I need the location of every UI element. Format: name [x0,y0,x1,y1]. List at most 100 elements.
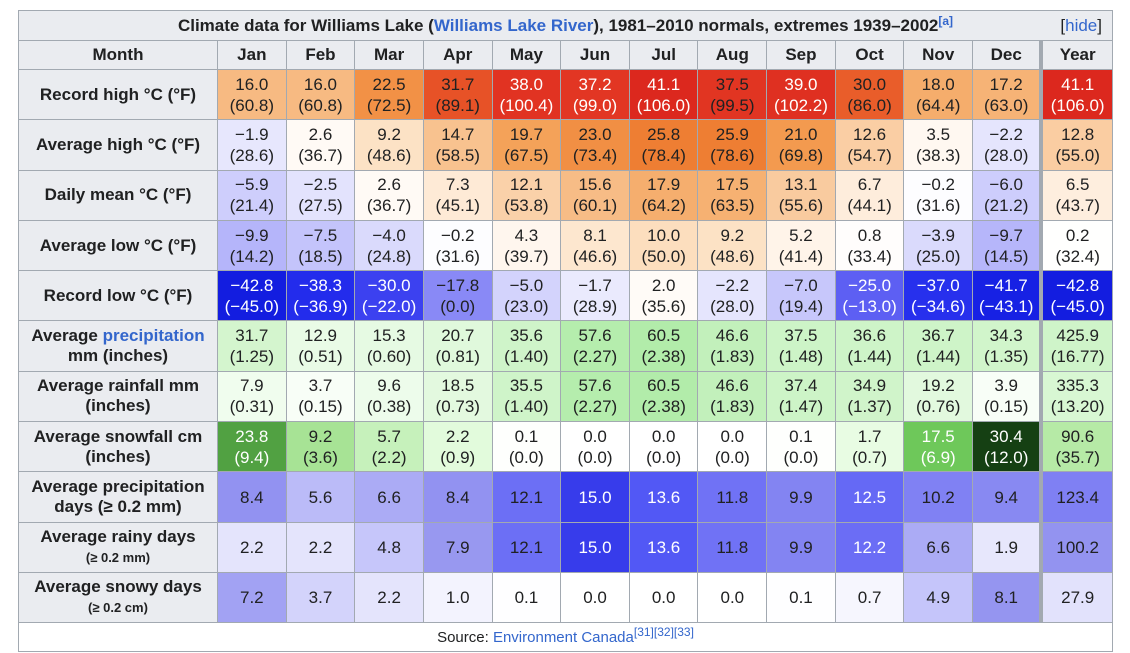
cell-may: 12.1 [491,471,562,523]
month-sep: Sep [766,40,836,70]
value-f: (2.38) [641,397,686,417]
value-c: 1.9 [994,537,1018,557]
value-f: (28.6) [229,145,275,165]
value-c: 100.2 [1056,537,1099,557]
value-c: −1.7 [578,275,612,295]
value-f: (0.0) [577,447,613,467]
cell-jul: 0.0 (0.0) [628,421,699,473]
value-f: (28.0) [983,145,1029,165]
value-c: 0.1 [514,426,539,446]
value-c: 3.5 [926,124,951,144]
cell-dec: 17.2 (63.0) [972,68,1042,121]
value-f: (32.4) [1055,246,1100,266]
value-c: 0.8 [857,225,882,245]
cell-mar: 2.2 [354,571,424,624]
value-f: (14.2) [229,246,275,266]
value-c: 23.8 [235,426,269,446]
value-c: 8.4 [445,487,470,507]
source-label: Source: [437,628,493,646]
value-c: 5.2 [789,225,813,245]
cell-jun: 0.0 (0.0) [560,421,630,473]
table-caption: Climate data for Williams Lake (Williams… [18,10,1113,41]
value-c: 60.5 [647,326,681,346]
cell-jan: −5.9 (21.4) [217,169,287,221]
value-f: (58.5) [435,145,480,165]
value-c: 0.0 [583,426,607,446]
cell-jun: 23.0 (73.4) [560,119,630,171]
note-a-link[interactable]: [a] [938,13,954,28]
cell-jun: 8.1 (46.6) [560,219,630,272]
cell-jan: −9.9 (14.2) [217,219,287,272]
cell-dec: 9.4 [972,471,1042,523]
value-c: 13.6 [647,537,681,557]
value-c: 37.4 [784,376,818,396]
value-c: 25.8 [647,124,681,144]
value-f: (1.40) [504,347,549,367]
value-c: 0.0 [651,588,676,608]
month-year: Year [1039,40,1114,70]
month-may: May [491,40,562,70]
value-c: −9.7 [989,225,1023,245]
value-c: 46.6 [715,376,749,396]
cell-dec: −2.2 (28.0) [972,119,1042,171]
cell-feb: 2.2 [285,521,356,573]
value-f: (48.6) [710,246,755,266]
value-c: 0.1 [514,588,539,608]
hide-link[interactable]: hide [1065,16,1098,35]
value-f: (78.6) [710,145,755,165]
cell-jul: 17.9 (64.2) [628,169,699,221]
value-c: 9.2 [308,426,333,446]
cell-year: 335.3 (13.20) [1039,370,1114,423]
value-f: (99.5) [710,95,755,115]
value-c: 0.2 [1065,225,1090,245]
cell-aug: 11.8 [697,521,768,573]
row-label: Average precipitation days (≥ 0.2 mm) [18,471,218,523]
value-c: 17.5 [715,175,749,195]
value-c: −7.5 [303,225,338,245]
value-c: 9.2 [377,124,401,144]
value-c: 14.7 [441,124,475,144]
value-f: (38.3) [916,145,961,165]
value-c: −30.0 [367,275,411,295]
table-row: Average snowfall cm (inches) 23.8 (9.4) 9.2(… [18,421,1114,473]
value-c: 37.2 [578,74,612,94]
value-c: 12.1 [509,175,543,195]
value-c: 4.8 [377,537,401,557]
cell-nov: 18.0 (64.4) [903,68,974,121]
cell-jan: −1.9 (28.6) [217,119,287,171]
cell-aug: 11.8 [697,471,768,523]
williams-lake-river-link[interactable]: Williams Lake River [433,15,594,35]
value-c: 3.7 [308,588,333,608]
cell-apr: 14.7 (58.5) [422,119,493,171]
value-c: 6.5 [1065,175,1090,195]
month-header: Month [18,40,218,70]
value-c: 0.0 [720,588,745,608]
cell-oct: 30.0 (86.0) [834,68,905,121]
row-label-text: Daily mean °C (°F) [44,185,192,205]
value-f: (73.4) [572,145,618,165]
value-f: (27.5) [298,196,343,216]
precipitation-link[interactable]: precipitation [102,326,205,346]
value-c: 3.7 [308,376,333,396]
cell-aug: 9.2 (48.6) [697,219,768,272]
month-jan: Jan [217,40,287,70]
cell-aug: 0.0 [697,571,768,624]
cell-feb: 3.7 [285,571,356,624]
value-c: 57.6 [578,376,612,396]
value-f: (19.4) [778,296,824,316]
cell-feb: −7.5 (18.5) [285,219,356,272]
environment-canada-link[interactable]: Environment Canada [492,628,634,646]
value-f: (60.1) [572,196,618,216]
value-c: 7.9 [445,537,470,557]
cell-year: 12.8 (55.0) [1039,119,1114,171]
source-refs[interactable]: [31][32][33] [633,624,694,639]
value-c: 36.6 [853,326,887,346]
cell-jan: 16.0 (60.8) [217,68,287,121]
value-c: 12.6 [853,124,887,144]
value-f: (43.7) [1055,196,1100,216]
value-f: (1.47) [778,397,824,417]
row-label-text: Average snowfall cm [33,426,203,446]
value-c: 8.1 [994,588,1018,608]
value-c: 39.0 [784,74,818,94]
cell-aug: 37.5 (99.5) [697,68,768,121]
